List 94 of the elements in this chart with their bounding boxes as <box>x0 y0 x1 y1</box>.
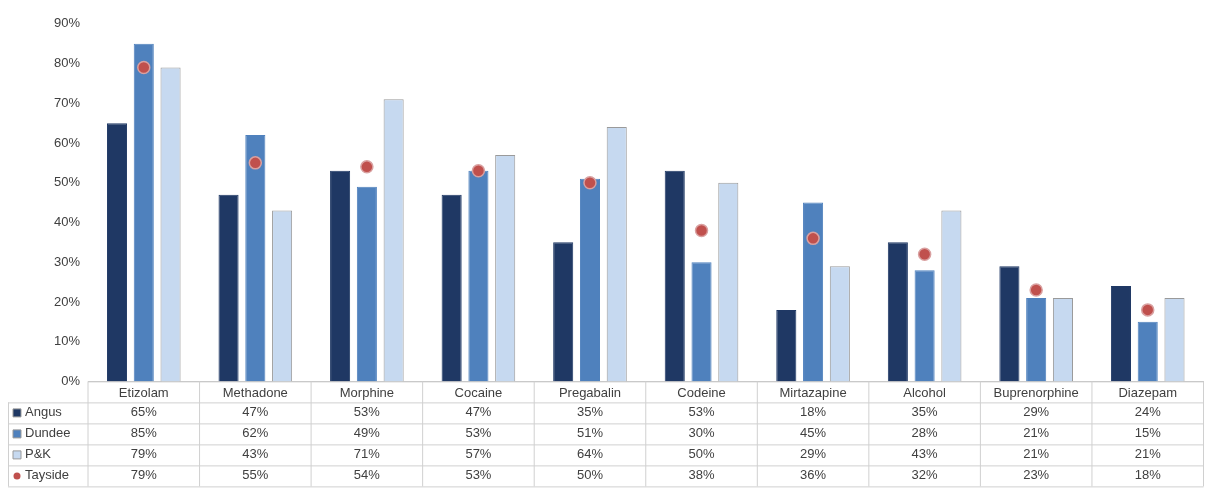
y-tick-label: 40% <box>53 214 81 230</box>
bar <box>133 43 154 382</box>
data-label: 35% <box>911 404 939 420</box>
data-label: 32% <box>911 467 939 483</box>
legend-label: Dundee <box>25 425 71 441</box>
bar <box>999 266 1020 382</box>
point <box>694 223 709 238</box>
data-label: 54% <box>353 467 381 483</box>
data-label: 23% <box>1023 467 1050 483</box>
legend-label: P&K <box>25 446 52 462</box>
data-label: 21% <box>1134 446 1162 462</box>
data-label: 53% <box>465 467 492 483</box>
data-label: 38% <box>688 467 715 483</box>
point <box>248 156 263 170</box>
data-label: 62% <box>242 425 269 441</box>
data-label: 53% <box>353 404 381 420</box>
y-tick-label: 50% <box>53 174 81 190</box>
x-tick-label: Cocaine <box>454 384 503 400</box>
y-tick-label: 0% <box>61 372 81 388</box>
bar <box>218 194 239 382</box>
point <box>1140 303 1155 317</box>
data-label: 49% <box>353 425 381 441</box>
data-label: 43% <box>242 446 269 462</box>
data-label: 18% <box>800 404 827 420</box>
bar <box>803 202 824 382</box>
data-label: 51% <box>576 425 604 441</box>
data-label: 45% <box>800 425 827 441</box>
x-tick-label: Diazepam <box>1118 384 1177 400</box>
data-label: 24% <box>1134 404 1162 420</box>
point <box>917 247 932 261</box>
data-label: 43% <box>911 446 939 462</box>
x-tick-label: Pregabalin <box>558 384 622 400</box>
point <box>360 160 374 174</box>
bar <box>887 242 908 382</box>
y-tick-label: 30% <box>53 253 81 269</box>
data-label: 50% <box>576 467 604 483</box>
data-label: 79% <box>130 467 158 483</box>
bar <box>691 262 712 382</box>
x-tick-label: Etizolam <box>118 384 169 400</box>
y-tick-label: 70% <box>53 94 81 110</box>
y-tick-label: 90% <box>53 15 81 31</box>
y-tick-label: 10% <box>53 333 81 349</box>
data-label: 47% <box>465 404 492 420</box>
data-label: 57% <box>465 446 492 462</box>
data-label: 64% <box>576 446 604 462</box>
bar <box>330 170 351 382</box>
data-label: 36% <box>800 467 827 483</box>
data-label: 71% <box>353 446 381 462</box>
bar <box>776 309 797 382</box>
data-label: 15% <box>1134 425 1162 441</box>
data-label: 50% <box>688 446 715 462</box>
point <box>1029 283 1043 297</box>
data-label: 53% <box>688 404 715 420</box>
bar <box>914 270 935 382</box>
data-label: 47% <box>242 404 269 420</box>
data-label: 29% <box>1023 404 1050 420</box>
data-label: 55% <box>242 467 269 483</box>
bar <box>356 186 377 382</box>
bar <box>553 242 574 382</box>
point <box>137 60 151 75</box>
bar <box>1137 321 1158 382</box>
data-label: 28% <box>911 425 939 441</box>
point <box>583 175 597 190</box>
x-tick-label: Mirtazapine <box>779 384 847 400</box>
data-label: 30% <box>688 425 715 441</box>
y-tick-label: 20% <box>53 293 81 309</box>
legend-label: Tayside <box>25 467 70 483</box>
y-tick-label: 80% <box>53 55 81 71</box>
y-tick-label: 60% <box>53 134 81 150</box>
data-label: 85% <box>130 425 158 441</box>
x-tick-label: Methadone <box>222 384 288 400</box>
point <box>806 231 820 246</box>
bar <box>1110 286 1131 382</box>
bar <box>106 123 128 382</box>
bar <box>468 170 489 382</box>
bar <box>1026 297 1047 382</box>
data-label: 79% <box>130 446 158 462</box>
x-tick-label: Alcohol <box>903 384 947 400</box>
data-label: 21% <box>1023 446 1050 462</box>
data-label: 35% <box>576 404 604 420</box>
point <box>471 164 486 178</box>
data-label: 65% <box>130 404 158 420</box>
bar <box>245 135 266 382</box>
data-label: 29% <box>800 446 827 462</box>
data-label: 53% <box>465 425 492 441</box>
bar <box>664 170 685 382</box>
x-tick-label: Codeine <box>677 384 726 400</box>
bar <box>579 178 601 382</box>
data-label: 21% <box>1023 425 1050 441</box>
data-label: 18% <box>1134 467 1162 483</box>
x-tick-label: Buprenorphine <box>993 384 1079 400</box>
x-tick-label: Morphine <box>339 384 394 400</box>
legend-label: Angus <box>25 404 63 420</box>
bar <box>441 194 462 382</box>
